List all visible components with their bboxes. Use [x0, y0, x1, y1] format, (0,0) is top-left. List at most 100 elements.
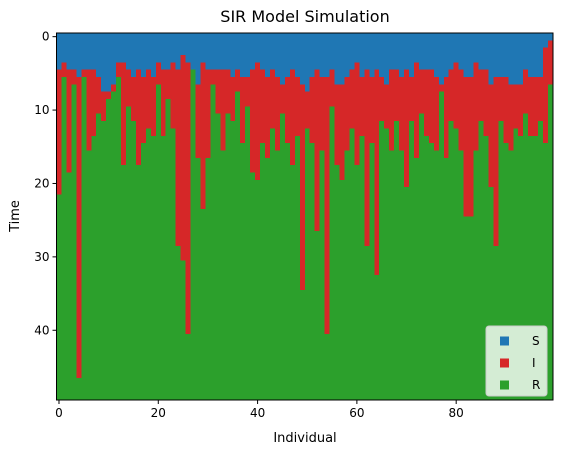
recovered-cell-column — [548, 84, 554, 400]
recovered-cell-column — [404, 187, 410, 400]
susceptible-cell-column — [418, 33, 425, 70]
infected-cell-column — [344, 77, 350, 151]
recovered-cell-column — [101, 121, 107, 400]
susceptible-cell-column — [498, 33, 504, 78]
infected-cell-column — [165, 69, 172, 100]
recovered-cell-column — [463, 216, 469, 400]
recovered-cell-column — [349, 128, 355, 401]
recovered-cell-column — [111, 91, 117, 400]
infected-cell-column — [443, 77, 450, 158]
plot-frame — [56, 32, 554, 401]
recovered-cell-column — [344, 150, 350, 400]
recovered-cell-column — [61, 77, 67, 400]
susceptible-cell-column — [265, 33, 271, 78]
susceptible-cell-column — [473, 33, 479, 63]
recovered-cell-column — [483, 135, 489, 400]
susceptible-cell-column — [523, 33, 529, 70]
recovered-cell-column — [255, 179, 261, 400]
susceptible-cell-column — [354, 33, 360, 63]
infected-cell-column — [284, 77, 291, 144]
susceptible-cell-column — [344, 33, 350, 78]
recovered-cell-column — [116, 77, 122, 400]
infected-cell-column — [299, 84, 306, 290]
recovered-cell-column — [523, 113, 529, 401]
infected-cell-column — [523, 69, 529, 114]
infected-cell-column — [538, 77, 544, 122]
recovered-cell-column — [384, 128, 390, 401]
recovered-cell-column — [418, 113, 425, 401]
susceptible-cell-column — [289, 33, 296, 70]
infected-cell-column — [140, 77, 147, 144]
recovered-cell-column — [304, 128, 311, 401]
recovered-cell-column — [225, 113, 231, 401]
y-tick-label: 10 — [34, 103, 49, 117]
recovered-cell-column — [528, 135, 534, 400]
infected-cell-column — [543, 47, 549, 144]
susceptible-cell-column — [250, 33, 256, 70]
legend-swatch — [500, 358, 509, 368]
infected-cell-column — [533, 77, 539, 136]
recovered-cell-column — [339, 179, 345, 400]
recovered-cell-column — [66, 172, 72, 400]
infected-cell-column — [121, 62, 127, 166]
recovered-cell-column — [76, 377, 82, 400]
recovered-cell-column — [190, 69, 196, 400]
susceptible-cell-column — [299, 33, 306, 85]
susceptible-cell-column — [518, 33, 524, 85]
infected-cell-column — [240, 77, 246, 144]
infected-cell-column — [81, 69, 87, 78]
infected-cell-column — [413, 62, 420, 158]
infected-cell-column — [314, 69, 321, 232]
infected-cell-column — [279, 84, 286, 114]
recovered-cell-column — [235, 91, 241, 400]
infected-cell-column — [274, 77, 281, 151]
susceptible-cell-column — [260, 33, 266, 70]
infected-cell-column — [473, 62, 479, 151]
recovered-cell-column — [478, 121, 484, 400]
recovered-cell-column — [121, 165, 127, 400]
legend-swatch — [500, 380, 509, 390]
infected-cell-column — [418, 69, 425, 114]
susceptible-cell-column — [334, 33, 340, 85]
susceptible-cell-column — [384, 33, 390, 85]
infected-cell-column — [150, 77, 157, 136]
infected-cell-column — [155, 62, 162, 85]
infected-cell-column — [483, 69, 489, 136]
infected-cell-column — [389, 69, 395, 151]
infected-cell-column — [269, 69, 276, 129]
susceptible-cell-column — [433, 33, 440, 78]
recovered-cell-column — [160, 135, 167, 400]
recovered-cell-column — [334, 165, 340, 400]
recovered-cell-column — [279, 113, 286, 401]
infected-cell-column — [349, 69, 355, 129]
recovered-cell-column — [389, 150, 395, 400]
infected-cell-column — [91, 69, 97, 136]
recovered-cell-column — [265, 157, 271, 400]
recovered-cell-column — [458, 150, 465, 400]
legend-label: R — [532, 378, 540, 392]
susceptible-cell-column — [389, 33, 395, 70]
susceptible-cell-column — [528, 33, 534, 78]
recovered-cell-column — [215, 113, 221, 401]
recovered-cell-column — [165, 99, 172, 400]
susceptible-cell-column — [140, 33, 147, 78]
infected-cell-column — [319, 77, 326, 151]
susceptible-cell-column — [404, 33, 410, 70]
x-tick-label: 20 — [151, 406, 166, 420]
infected-cell-column — [548, 40, 554, 85]
infected-cell-column — [175, 69, 182, 246]
susceptible-cell-column — [488, 33, 494, 85]
legend-swatch — [500, 336, 509, 346]
recovered-cell-column — [220, 150, 226, 400]
susceptible-cell-column — [155, 33, 162, 63]
recovered-cell-column — [493, 245, 499, 400]
infected-cell-column — [86, 69, 92, 151]
recovered-cell-column — [518, 135, 524, 400]
susceptible-cell-column — [195, 33, 201, 85]
recovered-cell-column — [230, 121, 236, 400]
recovered-cell-column — [71, 84, 77, 400]
susceptible-cell-column — [91, 33, 97, 70]
infected-cell-column — [220, 69, 226, 151]
susceptible-cell-column — [438, 33, 445, 85]
susceptible-cell-column — [533, 33, 539, 78]
